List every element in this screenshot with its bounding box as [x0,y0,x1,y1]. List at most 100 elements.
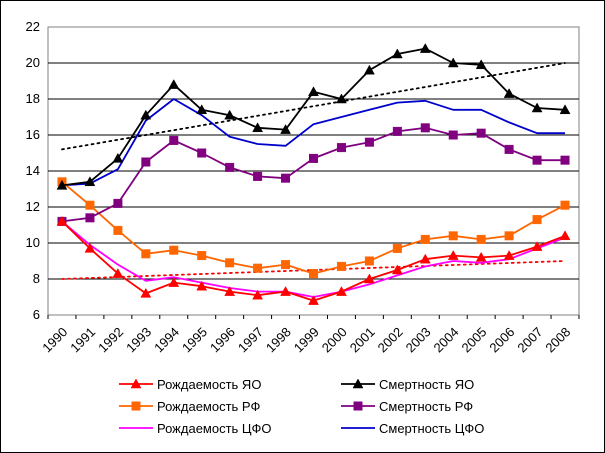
data-point-birth-rate-rf [113,225,123,235]
data-point-birth-rate-yo [280,286,291,296]
data-point-death-rate-rf [420,123,430,133]
data-point-birth-rate-rf [364,256,374,266]
data-point-death-rate-yo [168,79,180,89]
data-point-death-rate-rf [364,137,374,147]
data-point-death-rate-yo [363,64,375,75]
data-point-birth-rate-yo [503,250,515,260]
data-point-death-rate-yo [196,104,208,115]
data-point-birth-rate-rf [169,245,179,255]
x-tick-label: 2002 [375,324,406,355]
x-tick-label: 1995 [179,324,210,355]
y-tick-label: 20 [26,55,40,70]
data-point-death-rate-yo [391,48,403,59]
data-point-death-rate-rf [169,135,179,145]
data-point-birth-rate-yo [531,241,543,251]
legend-marker-birth-rate-yo [130,378,142,389]
x-tick-label: 1994 [151,324,182,355]
data-point-death-rate-rf [197,148,207,158]
data-point-birth-rate-rf [392,243,402,253]
data-point-birth-rate-yo [224,286,236,296]
x-tick-label: 1991 [67,324,98,355]
data-point-death-rate-yo [447,57,459,68]
data-point-death-rate-yo [308,86,319,97]
y-tick-label: 22 [26,19,40,34]
data-point-death-rate-yo [84,176,96,187]
x-tick-label: 1992 [95,324,126,355]
data-point-birth-rate-yo [391,264,403,275]
data-point-death-rate-yo [280,124,291,134]
data-point-death-rate-yo [559,104,571,115]
y-tick-label: 8 [33,271,40,286]
data-point-birth-rate-yo [140,287,152,298]
data-point-death-rate-rf [448,130,458,140]
data-point-death-rate-rf [281,173,291,183]
y-tick-label: 18 [26,91,40,106]
data-point-death-rate-yo [531,102,543,113]
x-tick-label: 2001 [347,324,378,355]
data-point-birth-rate-rf [225,258,235,268]
data-point-birth-rate-rf [197,251,207,261]
data-point-death-rate-yo [252,122,264,133]
y-tick-label: 12 [26,199,40,214]
x-tick-label: 2003 [403,324,434,355]
x-tick-label: 2006 [486,324,517,355]
data-point-death-rate-yo [56,179,68,190]
data-point-birth-rate-rf [420,234,430,244]
legend-label-birth-rate-rf: Рождаемость РФ [157,399,260,414]
legend-label-death-rate-rf: Смертность РФ [379,399,473,414]
data-point-birth-rate-rf [504,231,514,241]
x-tick-label: 1993 [123,324,154,355]
x-tick-label: 1999 [291,324,322,355]
data-point-birth-rate-rf [309,269,318,279]
x-tick-label: 1997 [235,324,266,355]
x-tick-label: 1998 [263,324,294,355]
data-point-birth-rate-yo [363,273,375,284]
data-point-birth-rate-rf [476,234,486,244]
data-point-death-rate-rf [141,157,151,167]
legend-label-death-rate-cfo: Смертность ЦФО [379,421,484,436]
data-point-death-rate-rf [253,171,263,181]
data-point-death-rate-rf [336,143,346,153]
legend-label-birth-rate-cfo: Рождаемость ЦФО [157,421,272,436]
legend-label-death-rate-yo: Смертность ЯО [379,377,474,392]
data-point-birth-rate-rf [532,215,542,225]
data-point-death-rate-rf [113,198,123,208]
y-tick-label: 14 [26,163,40,178]
data-point-death-rate-rf [309,153,318,163]
data-point-death-rate-rf [532,155,542,165]
data-point-birth-rate-yo [56,215,68,226]
data-point-birth-rate-yo [168,277,180,287]
data-point-death-rate-rf [560,155,570,165]
y-tick-label: 16 [26,127,40,142]
data-point-birth-rate-rf [85,200,95,210]
data-point-death-rate-yo [475,59,487,70]
data-point-birth-rate-rf [560,200,570,210]
data-point-death-rate-rf [392,126,402,136]
data-point-death-rate-yo [140,109,152,120]
legend-label-birth-rate-yo: Рождаемость ЯО [157,377,261,392]
data-point-death-rate-yo [112,152,124,163]
data-point-birth-rate-yo [336,286,347,296]
data-point-birth-rate-yo [112,268,124,278]
x-tick-label: 1996 [207,324,238,355]
data-point-birth-rate-rf [336,261,346,271]
data-point-death-rate-rf [85,213,95,223]
legend-marker-birth-rate-rf [131,401,141,411]
y-tick-label: 6 [33,307,40,322]
x-tick-label: 2007 [514,324,545,355]
data-point-birth-rate-yo [252,289,264,300]
data-point-birth-rate-yo [196,280,208,291]
data-point-birth-rate-yo [447,250,459,260]
data-point-death-rate-rf [504,144,514,154]
x-tick-label: 2004 [431,324,462,355]
data-point-birth-rate-yo [308,295,319,305]
data-point-birth-rate-rf [281,260,291,270]
data-point-birth-rate-rf [448,231,458,241]
x-tick-label: 2000 [319,324,350,355]
legend-marker-death-rate-yo [352,378,364,389]
legend-marker-death-rate-rf [353,401,363,411]
data-point-birth-rate-yo [475,251,487,262]
data-point-death-rate-rf [225,162,235,172]
